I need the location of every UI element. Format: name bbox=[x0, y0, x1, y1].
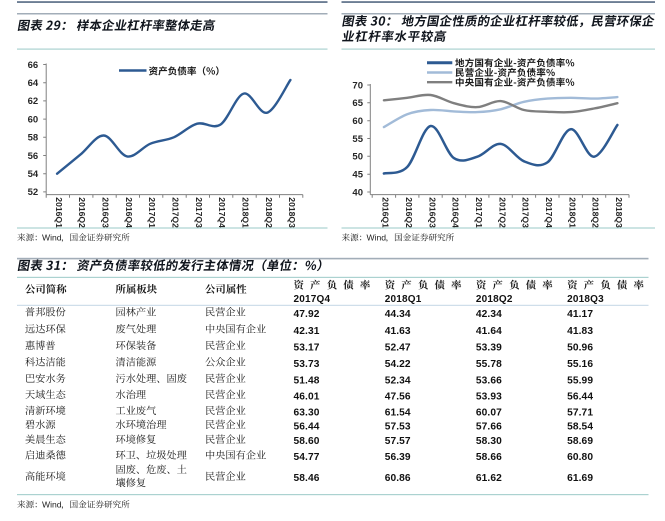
svg-text:54.77: 54.77 bbox=[294, 452, 320, 463]
svg-text:2018Q1: 2018Q1 bbox=[385, 294, 422, 305]
svg-text:60.80: 60.80 bbox=[567, 452, 593, 463]
svg-text:65: 65 bbox=[352, 98, 363, 109]
svg-text:55.78: 55.78 bbox=[476, 359, 502, 370]
svg-text:2018Q1: 2018Q1 bbox=[567, 197, 577, 228]
svg-text:58.69: 58.69 bbox=[567, 436, 593, 447]
svg-text:66: 66 bbox=[28, 60, 39, 71]
svg-text:55: 55 bbox=[352, 134, 363, 145]
svg-text:53.93: 53.93 bbox=[476, 391, 502, 402]
svg-text:2017Q1: 2017Q1 bbox=[474, 197, 484, 228]
svg-text:58.54: 58.54 bbox=[567, 421, 593, 432]
svg-text:2017Q4: 2017Q4 bbox=[294, 294, 331, 305]
svg-text:2018Q3: 2018Q3 bbox=[567, 294, 604, 305]
svg-text:61.69: 61.69 bbox=[567, 473, 593, 484]
svg-text:53.17: 53.17 bbox=[294, 342, 320, 353]
svg-text:70: 70 bbox=[352, 80, 363, 91]
svg-text:52.47: 52.47 bbox=[385, 342, 411, 353]
svg-text:42.31: 42.31 bbox=[294, 326, 320, 337]
svg-text:57.71: 57.71 bbox=[567, 407, 593, 418]
svg-text:41.64: 41.64 bbox=[476, 326, 502, 337]
svg-text:64: 64 bbox=[28, 78, 39, 89]
svg-text:56: 56 bbox=[28, 151, 39, 162]
svg-text:2016Q2: 2016Q2 bbox=[404, 197, 414, 228]
svg-text:2017Q2: 2017Q2 bbox=[171, 197, 181, 228]
svg-text:42.34: 42.34 bbox=[476, 309, 502, 320]
svg-text:58.66: 58.66 bbox=[476, 452, 502, 463]
svg-text:2016Q4: 2016Q4 bbox=[451, 197, 461, 228]
svg-text:51.48: 51.48 bbox=[294, 375, 320, 386]
svg-text:50: 50 bbox=[352, 152, 363, 163]
svg-text:61.54: 61.54 bbox=[385, 407, 411, 418]
svg-text:47.56: 47.56 bbox=[385, 391, 411, 402]
svg-text:2017Q3: 2017Q3 bbox=[521, 197, 531, 228]
svg-text:60.07: 60.07 bbox=[476, 407, 502, 418]
svg-text:40: 40 bbox=[352, 187, 363, 198]
svg-text:2016Q1: 2016Q1 bbox=[381, 197, 391, 228]
svg-text:58.46: 58.46 bbox=[294, 473, 320, 484]
svg-text:53.39: 53.39 bbox=[476, 342, 502, 353]
svg-text:2018Q2: 2018Q2 bbox=[264, 197, 274, 228]
svg-text:55.99: 55.99 bbox=[567, 375, 593, 386]
svg-text:2018Q2: 2018Q2 bbox=[591, 197, 601, 228]
svg-text:57.57: 57.57 bbox=[385, 436, 411, 447]
svg-text:41.83: 41.83 bbox=[567, 326, 593, 337]
svg-text:44.34: 44.34 bbox=[385, 309, 411, 320]
svg-text:2017Q3: 2017Q3 bbox=[194, 197, 204, 228]
svg-text:56.39: 56.39 bbox=[385, 452, 411, 463]
svg-text:57.66: 57.66 bbox=[476, 421, 502, 432]
svg-text:45: 45 bbox=[352, 170, 363, 181]
svg-text:61.62: 61.62 bbox=[476, 473, 502, 484]
svg-text:2018Q1: 2018Q1 bbox=[240, 197, 250, 228]
svg-text:41.63: 41.63 bbox=[385, 326, 411, 337]
svg-text:58.60: 58.60 bbox=[294, 436, 320, 447]
svg-text:53.66: 53.66 bbox=[476, 375, 502, 386]
svg-text:56.44: 56.44 bbox=[294, 421, 320, 432]
svg-text:47.92: 47.92 bbox=[294, 309, 320, 320]
svg-text:56.44: 56.44 bbox=[567, 391, 593, 402]
svg-text:2016Q2: 2016Q2 bbox=[77, 197, 87, 228]
svg-text:2017Q1: 2017Q1 bbox=[147, 197, 157, 228]
svg-text:57.53: 57.53 bbox=[385, 421, 411, 432]
svg-text:58: 58 bbox=[28, 133, 39, 144]
svg-text:52: 52 bbox=[28, 187, 39, 198]
svg-text:2016Q3: 2016Q3 bbox=[427, 197, 437, 228]
svg-text:50.96: 50.96 bbox=[567, 342, 593, 353]
svg-text:2017Q2: 2017Q2 bbox=[497, 197, 507, 228]
svg-text:2018Q2: 2018Q2 bbox=[476, 294, 513, 305]
svg-text:54.22: 54.22 bbox=[385, 359, 411, 370]
svg-text:2016Q1: 2016Q1 bbox=[54, 197, 64, 228]
svg-text:Wind: Wind bbox=[42, 233, 62, 243]
svg-text:54: 54 bbox=[28, 169, 39, 180]
svg-text:58.30: 58.30 bbox=[476, 436, 502, 447]
svg-text:2018Q3: 2018Q3 bbox=[614, 197, 624, 228]
svg-text:2016Q4: 2016Q4 bbox=[124, 197, 134, 228]
svg-text:46.01: 46.01 bbox=[294, 391, 320, 402]
svg-text:52.34: 52.34 bbox=[385, 375, 411, 386]
svg-text:63.30: 63.30 bbox=[294, 407, 320, 418]
svg-text:60: 60 bbox=[352, 116, 363, 127]
svg-text:2017Q4: 2017Q4 bbox=[217, 197, 227, 228]
svg-text:Wind: Wind bbox=[42, 500, 62, 510]
svg-text:41.17: 41.17 bbox=[567, 309, 593, 320]
svg-text:60.86: 60.86 bbox=[385, 473, 411, 484]
svg-text:2017Q4: 2017Q4 bbox=[544, 197, 554, 228]
svg-text:60: 60 bbox=[28, 114, 39, 125]
svg-text:62: 62 bbox=[28, 96, 39, 107]
svg-text:55.16: 55.16 bbox=[567, 359, 593, 370]
svg-text:Wind: Wind bbox=[367, 233, 387, 243]
svg-text:2016Q3: 2016Q3 bbox=[101, 197, 111, 228]
svg-text:2018Q3: 2018Q3 bbox=[287, 197, 297, 228]
svg-text:53.73: 53.73 bbox=[294, 359, 320, 370]
